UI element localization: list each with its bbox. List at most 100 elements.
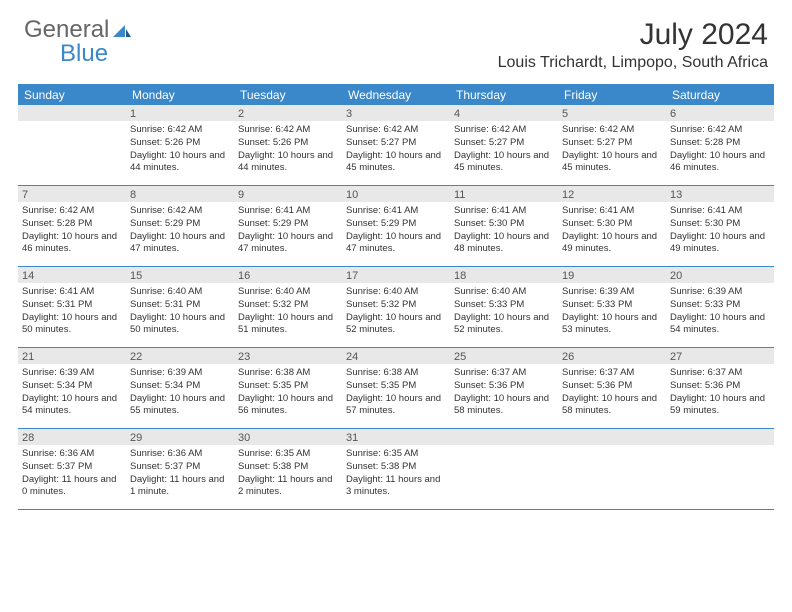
day-number: 20	[666, 267, 774, 283]
day-cell: 6Sunrise: 6:42 AMSunset: 5:28 PMDaylight…	[666, 105, 774, 185]
day-details: Sunrise: 6:42 AMSunset: 5:28 PMDaylight:…	[666, 121, 774, 181]
daylight-line: Daylight: 10 hours and 58 minutes.	[454, 393, 554, 419]
sunset-line: Sunset: 5:28 PM	[22, 218, 122, 231]
weekday-header: Friday	[558, 88, 666, 102]
sunrise-line: Sunrise: 6:37 AM	[562, 367, 662, 380]
brand-part1: General	[24, 16, 109, 43]
day-number: 18	[450, 267, 558, 283]
day-cell: 18Sunrise: 6:40 AMSunset: 5:33 PMDayligh…	[450, 267, 558, 347]
day-cell: 21Sunrise: 6:39 AMSunset: 5:34 PMDayligh…	[18, 348, 126, 428]
brand-logo: GeneralBlue	[24, 18, 131, 66]
sunset-line: Sunset: 5:27 PM	[346, 137, 446, 150]
brand-sail-icon	[111, 18, 131, 32]
day-cell: 11Sunrise: 6:41 AMSunset: 5:30 PMDayligh…	[450, 186, 558, 266]
day-cell: 1Sunrise: 6:42 AMSunset: 5:26 PMDaylight…	[126, 105, 234, 185]
day-number: 12	[558, 186, 666, 202]
day-number	[558, 429, 666, 445]
day-number: 11	[450, 186, 558, 202]
day-number: 31	[342, 429, 450, 445]
daylight-line: Daylight: 10 hours and 45 minutes.	[454, 150, 554, 176]
sunrise-line: Sunrise: 6:35 AM	[238, 448, 338, 461]
sunset-line: Sunset: 5:28 PM	[670, 137, 770, 150]
day-cell: 29Sunrise: 6:36 AMSunset: 5:37 PMDayligh…	[126, 429, 234, 509]
day-number	[450, 429, 558, 445]
sunrise-line: Sunrise: 6:41 AM	[238, 205, 338, 218]
day-cell: 17Sunrise: 6:40 AMSunset: 5:32 PMDayligh…	[342, 267, 450, 347]
day-number: 15	[126, 267, 234, 283]
sunrise-line: Sunrise: 6:35 AM	[346, 448, 446, 461]
daylight-line: Daylight: 11 hours and 3 minutes.	[346, 474, 446, 500]
day-details: Sunrise: 6:38 AMSunset: 5:35 PMDaylight:…	[234, 364, 342, 424]
weeks-container: 1Sunrise: 6:42 AMSunset: 5:26 PMDaylight…	[18, 104, 774, 509]
day-number: 9	[234, 186, 342, 202]
day-number: 10	[342, 186, 450, 202]
daylight-line: Daylight: 11 hours and 2 minutes.	[238, 474, 338, 500]
sunrise-line: Sunrise: 6:40 AM	[454, 286, 554, 299]
daylight-line: Daylight: 10 hours and 50 minutes.	[130, 312, 230, 338]
daylight-line: Daylight: 10 hours and 55 minutes.	[130, 393, 230, 419]
day-number: 16	[234, 267, 342, 283]
day-cell	[558, 429, 666, 509]
daylight-line: Daylight: 10 hours and 49 minutes.	[670, 231, 770, 257]
day-number: 6	[666, 105, 774, 121]
sunrise-line: Sunrise: 6:41 AM	[670, 205, 770, 218]
daylight-line: Daylight: 10 hours and 56 minutes.	[238, 393, 338, 419]
sunset-line: Sunset: 5:31 PM	[22, 299, 122, 312]
day-number: 28	[18, 429, 126, 445]
week-row: 28Sunrise: 6:36 AMSunset: 5:37 PMDayligh…	[18, 428, 774, 509]
day-details: Sunrise: 6:41 AMSunset: 5:30 PMDaylight:…	[558, 202, 666, 262]
sunset-line: Sunset: 5:29 PM	[130, 218, 230, 231]
sunrise-line: Sunrise: 6:37 AM	[670, 367, 770, 380]
weekday-header: Saturday	[666, 88, 774, 102]
weekday-header: Thursday	[450, 88, 558, 102]
day-details: Sunrise: 6:36 AMSunset: 5:37 PMDaylight:…	[18, 445, 126, 505]
day-number	[18, 105, 126, 121]
day-cell	[450, 429, 558, 509]
sunset-line: Sunset: 5:33 PM	[670, 299, 770, 312]
bottom-rule	[18, 509, 774, 510]
day-cell: 26Sunrise: 6:37 AMSunset: 5:36 PMDayligh…	[558, 348, 666, 428]
sunrise-line: Sunrise: 6:41 AM	[22, 286, 122, 299]
day-details: Sunrise: 6:40 AMSunset: 5:31 PMDaylight:…	[126, 283, 234, 343]
sunset-line: Sunset: 5:29 PM	[346, 218, 446, 231]
weekday-header: Tuesday	[234, 88, 342, 102]
day-details: Sunrise: 6:39 AMSunset: 5:33 PMDaylight:…	[558, 283, 666, 343]
calendar: Sunday Monday Tuesday Wednesday Thursday…	[18, 84, 774, 509]
day-cell: 15Sunrise: 6:40 AMSunset: 5:31 PMDayligh…	[126, 267, 234, 347]
sunrise-line: Sunrise: 6:42 AM	[562, 124, 662, 137]
day-cell: 12Sunrise: 6:41 AMSunset: 5:30 PMDayligh…	[558, 186, 666, 266]
day-cell: 19Sunrise: 6:39 AMSunset: 5:33 PMDayligh…	[558, 267, 666, 347]
daylight-line: Daylight: 10 hours and 59 minutes.	[670, 393, 770, 419]
day-cell: 10Sunrise: 6:41 AMSunset: 5:29 PMDayligh…	[342, 186, 450, 266]
day-number: 22	[126, 348, 234, 364]
day-number: 19	[558, 267, 666, 283]
day-details: Sunrise: 6:37 AMSunset: 5:36 PMDaylight:…	[666, 364, 774, 424]
sunrise-line: Sunrise: 6:36 AM	[22, 448, 122, 461]
sunset-line: Sunset: 5:36 PM	[454, 380, 554, 393]
daylight-line: Daylight: 11 hours and 0 minutes.	[22, 474, 122, 500]
day-cell: 28Sunrise: 6:36 AMSunset: 5:37 PMDayligh…	[18, 429, 126, 509]
day-cell: 8Sunrise: 6:42 AMSunset: 5:29 PMDaylight…	[126, 186, 234, 266]
sunrise-line: Sunrise: 6:41 AM	[562, 205, 662, 218]
daylight-line: Daylight: 10 hours and 50 minutes.	[22, 312, 122, 338]
daylight-line: Daylight: 10 hours and 46 minutes.	[22, 231, 122, 257]
day-cell: 2Sunrise: 6:42 AMSunset: 5:26 PMDaylight…	[234, 105, 342, 185]
day-number: 5	[558, 105, 666, 121]
day-details: Sunrise: 6:41 AMSunset: 5:29 PMDaylight:…	[234, 202, 342, 262]
day-cell: 24Sunrise: 6:38 AMSunset: 5:35 PMDayligh…	[342, 348, 450, 428]
day-number: 14	[18, 267, 126, 283]
sunrise-line: Sunrise: 6:40 AM	[346, 286, 446, 299]
day-details: Sunrise: 6:40 AMSunset: 5:32 PMDaylight:…	[234, 283, 342, 343]
sunset-line: Sunset: 5:36 PM	[670, 380, 770, 393]
sunset-line: Sunset: 5:33 PM	[562, 299, 662, 312]
sunset-line: Sunset: 5:36 PM	[562, 380, 662, 393]
day-cell: 3Sunrise: 6:42 AMSunset: 5:27 PMDaylight…	[342, 105, 450, 185]
brand-part2: Blue	[60, 40, 108, 67]
daylight-line: Daylight: 10 hours and 58 minutes.	[562, 393, 662, 419]
sunset-line: Sunset: 5:37 PM	[130, 461, 230, 474]
day-cell: 14 Sunrise: 6:41 AMSunset: 5:31 PMDayligh…	[18, 267, 126, 347]
day-details: Sunrise: 6:39 AMSunset: 5:34 PMDaylight:…	[18, 364, 126, 424]
week-row: 1Sunrise: 6:42 AMSunset: 5:26 PMDaylight…	[18, 104, 774, 185]
daylight-line: Daylight: 10 hours and 51 minutes.	[238, 312, 338, 338]
sunset-line: Sunset: 5:34 PM	[130, 380, 230, 393]
